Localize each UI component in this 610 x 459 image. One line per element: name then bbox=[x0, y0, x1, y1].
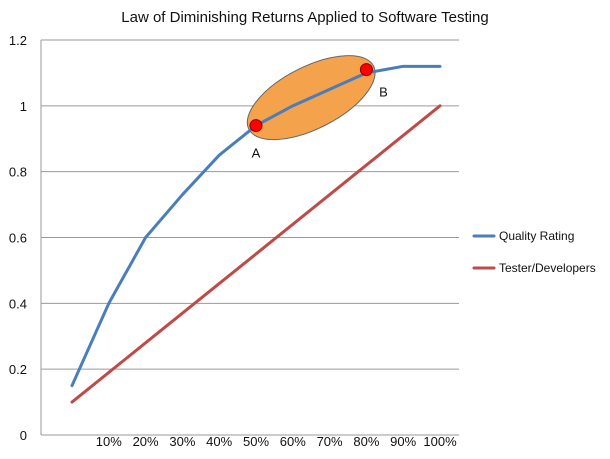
x-tick-label: 60% bbox=[280, 434, 306, 449]
annotation-point-a bbox=[249, 119, 263, 133]
x-tick-label: 80% bbox=[353, 434, 379, 449]
y-tick-label: 0.6 bbox=[9, 231, 27, 246]
legend-label: Tester/Developers bbox=[499, 261, 596, 275]
chart-title: Law of Diminishing Returns Applied to So… bbox=[121, 9, 488, 26]
annotation-layer: AB bbox=[249, 63, 388, 161]
y-tick-label: 0 bbox=[20, 428, 27, 443]
x-tick-label: 30% bbox=[169, 434, 195, 449]
x-tick-label: 100% bbox=[423, 434, 457, 449]
y-tick-label: 0.2 bbox=[9, 362, 27, 377]
annotation-label-b: B bbox=[379, 85, 388, 100]
x-tick-label: 20% bbox=[133, 434, 159, 449]
x-tick-label: 50% bbox=[243, 434, 269, 449]
x-tick-label: 90% bbox=[390, 434, 416, 449]
x-tick-label: 10% bbox=[96, 434, 122, 449]
y-tick-label: 0.4 bbox=[9, 296, 27, 311]
annotation-point-b bbox=[359, 63, 373, 77]
x-tick-label: 40% bbox=[206, 434, 232, 449]
y-tick-label: 1.2 bbox=[9, 33, 27, 48]
axis-layer: 0 0.2 0.4 0.6 0.8 1 1.2 10% 20% 30% 40% 50% 60% 70% 80… bbox=[9, 33, 457, 449]
x-tick-label: 70% bbox=[317, 434, 343, 449]
y-tick-label: 0.8 bbox=[9, 165, 27, 180]
legend-label: Quality Rating bbox=[499, 229, 574, 243]
tester-developers-line bbox=[70, 104, 442, 404]
legend: Quality Rating Tester/Developers bbox=[472, 229, 596, 275]
y-tick-label: 1 bbox=[20, 99, 27, 114]
annotation-label-a: A bbox=[252, 146, 261, 161]
